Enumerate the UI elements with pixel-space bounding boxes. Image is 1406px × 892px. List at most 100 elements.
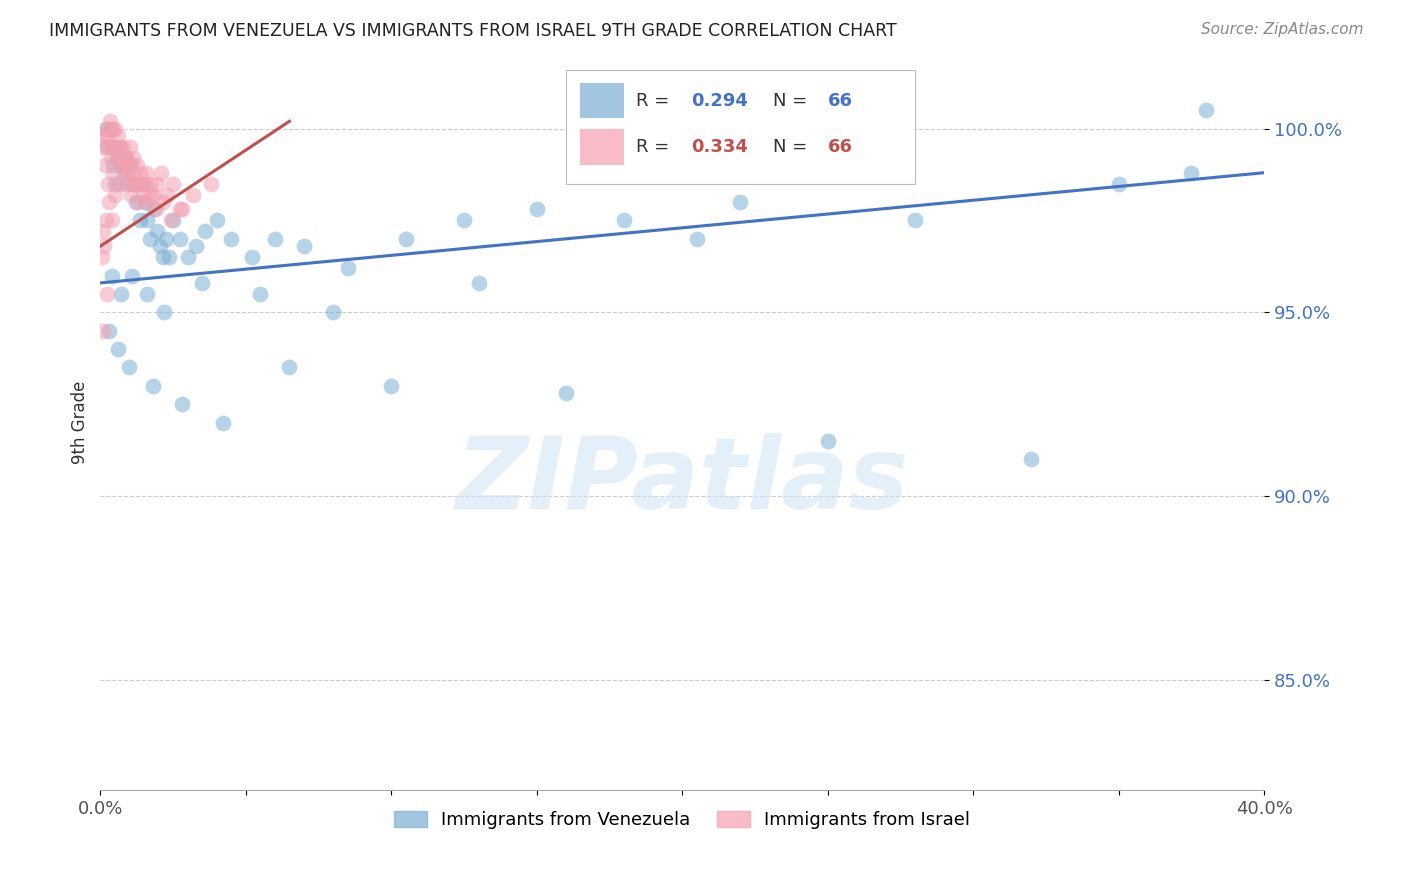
- Point: [122, 177, 145, 191]
- Point: [108, 140, 131, 154]
- Point: [93, 158, 115, 172]
- Point: [100, 151, 122, 165]
- Point: [200, 177, 222, 191]
- Point: [101, 121, 124, 136]
- Point: [156, 187, 179, 202]
- Point: [142, 187, 165, 202]
- Point: [105, 140, 128, 154]
- Text: Source: ZipAtlas.com: Source: ZipAtlas.com: [1201, 22, 1364, 37]
- Point: [139, 177, 162, 191]
- Point: [108, 140, 131, 154]
- Point: [101, 268, 124, 283]
- Point: [159, 213, 181, 227]
- Point: [1108, 177, 1130, 191]
- Point: [526, 202, 548, 217]
- Point: [191, 276, 214, 290]
- Point: [115, 151, 138, 165]
- Point: [170, 397, 193, 411]
- Text: N =: N =: [773, 138, 813, 156]
- Point: [135, 166, 157, 180]
- Point: [103, 166, 125, 180]
- Point: [97, 177, 120, 191]
- Point: [125, 158, 148, 172]
- Point: [128, 177, 150, 191]
- Point: [554, 386, 576, 401]
- Point: [121, 166, 143, 180]
- Point: [143, 202, 166, 217]
- Point: [115, 166, 138, 180]
- Text: 66: 66: [828, 92, 852, 110]
- Point: [145, 202, 167, 217]
- Point: [169, 232, 191, 246]
- Point: [97, 140, 120, 154]
- Point: [395, 232, 418, 246]
- Point: [453, 213, 475, 227]
- Point: [153, 305, 176, 319]
- Point: [105, 151, 128, 165]
- Point: [125, 195, 148, 210]
- Legend: Immigrants from Venezuela, Immigrants from Israel: Immigrants from Venezuela, Immigrants fr…: [387, 804, 977, 836]
- Point: [112, 166, 135, 180]
- Point: [110, 151, 132, 165]
- Point: [613, 213, 636, 227]
- Point: [90, 250, 112, 264]
- Point: [150, 166, 173, 180]
- Point: [118, 140, 141, 154]
- Point: [115, 151, 138, 165]
- Point: [152, 195, 174, 210]
- Point: [96, 287, 118, 301]
- Point: [322, 305, 344, 319]
- Point: [380, 378, 402, 392]
- Point: [139, 232, 162, 246]
- Point: [104, 187, 127, 202]
- Point: [278, 360, 301, 375]
- Point: [1021, 452, 1043, 467]
- Point: [131, 187, 153, 202]
- Point: [141, 187, 163, 202]
- Point: [730, 195, 752, 210]
- Point: [118, 158, 141, 172]
- Point: [149, 239, 172, 253]
- Point: [142, 378, 165, 392]
- Point: [162, 213, 184, 227]
- Point: [117, 177, 139, 191]
- Point: [91, 140, 114, 154]
- Point: [107, 128, 129, 143]
- Point: [100, 140, 122, 154]
- Point: [103, 158, 125, 172]
- Point: [131, 177, 153, 191]
- Point: [93, 128, 115, 143]
- Point: [112, 158, 135, 172]
- Point: [94, 121, 117, 136]
- Point: [249, 287, 271, 301]
- Point: [134, 195, 156, 210]
- Point: [146, 177, 169, 191]
- Point: [110, 287, 132, 301]
- FancyBboxPatch shape: [565, 70, 915, 184]
- Point: [114, 177, 136, 191]
- Point: [98, 114, 121, 128]
- Point: [120, 158, 142, 172]
- Point: [157, 250, 180, 264]
- Point: [904, 213, 927, 227]
- FancyBboxPatch shape: [579, 129, 624, 165]
- Point: [205, 213, 228, 227]
- Point: [118, 360, 141, 375]
- Point: [121, 268, 143, 283]
- Point: [120, 187, 142, 202]
- Point: [1195, 103, 1218, 118]
- Point: [93, 239, 115, 253]
- Point: [336, 261, 359, 276]
- Point: [136, 195, 159, 210]
- Point: [467, 276, 489, 290]
- Point: [117, 166, 139, 180]
- Point: [1180, 166, 1202, 180]
- FancyBboxPatch shape: [579, 83, 624, 119]
- Point: [98, 324, 121, 338]
- Point: [169, 202, 191, 217]
- Point: [96, 140, 118, 154]
- Point: [211, 416, 233, 430]
- Point: [129, 166, 152, 180]
- Point: [104, 121, 127, 136]
- Point: [91, 225, 114, 239]
